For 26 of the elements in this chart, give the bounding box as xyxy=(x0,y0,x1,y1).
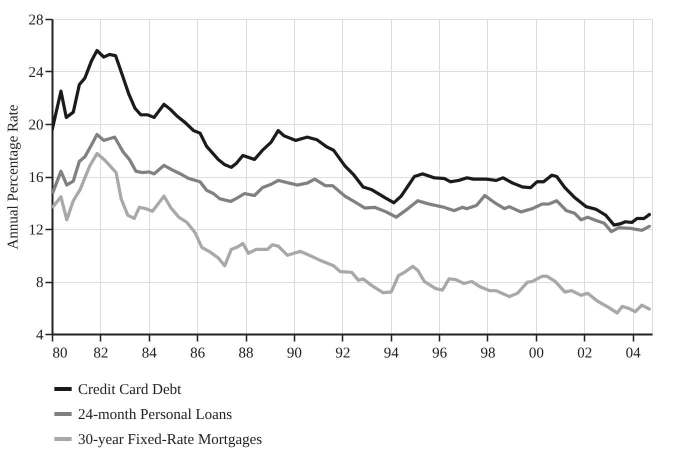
x-tick-label: 94 xyxy=(384,346,400,362)
y-tick-label: 16 xyxy=(28,170,44,186)
x-tick-label: 02 xyxy=(577,346,592,362)
x-tick-label: 04 xyxy=(626,346,642,362)
x-tick-label: 80 xyxy=(52,346,68,362)
x-tick-label: 90 xyxy=(286,346,302,362)
legend-label: Credit Card Debt xyxy=(78,382,182,398)
legend-label: 24-month Personal Loans xyxy=(78,407,232,423)
x-tick-label: 00 xyxy=(528,346,544,362)
x-tick-label: 98 xyxy=(480,346,496,362)
x-tick-label: 92 xyxy=(335,346,350,362)
y-tick-label: 12 xyxy=(28,222,44,238)
x-tick-label: 88 xyxy=(238,346,254,362)
y-tick-label: 24 xyxy=(28,65,44,81)
line-series xyxy=(52,152,651,315)
y-tick-label: 28 xyxy=(28,12,44,28)
x-tick-label: 84 xyxy=(142,346,158,362)
y-tick-label: 20 xyxy=(28,118,44,134)
y-tick-label: 4 xyxy=(36,328,44,344)
x-tick-label: 86 xyxy=(190,346,206,362)
line-series xyxy=(52,132,651,234)
y-tick-label: 8 xyxy=(36,275,44,291)
x-tick-label: 96 xyxy=(432,346,448,362)
y-axis-title: Annual Percentage Rate xyxy=(6,104,22,250)
legend-label: 30-year Fixed-Rate Mortgages xyxy=(78,432,262,448)
x-tick-label: 82 xyxy=(93,346,108,362)
